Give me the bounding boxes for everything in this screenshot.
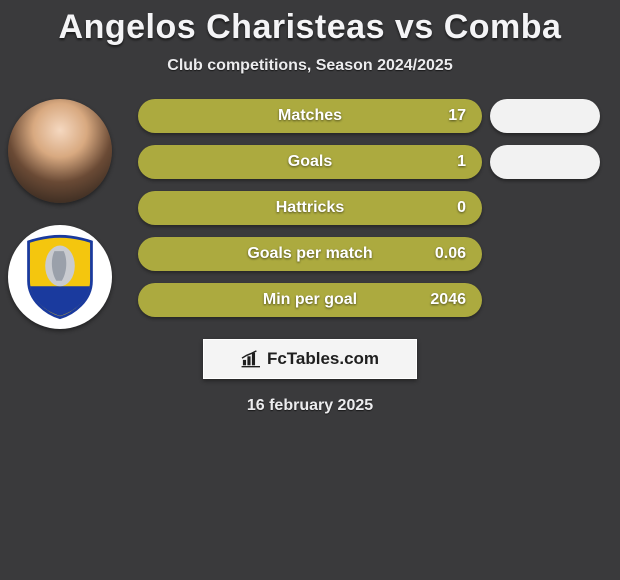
stat-value: 1 xyxy=(457,145,466,179)
stat-row-min-per-goal: Min per goal 2046 xyxy=(138,283,482,317)
club-shield-icon xyxy=(23,234,97,320)
bar-chart-icon xyxy=(241,350,261,368)
stat-row-matches: Matches 17 xyxy=(138,99,482,133)
stat-label: Hattricks xyxy=(138,199,482,217)
stat-value: 0 xyxy=(457,191,466,225)
stat-bar: Goals 1 xyxy=(138,145,482,179)
page-subtitle: Club competitions, Season 2024/2025 xyxy=(0,57,620,75)
stat-bar: Goals per match 0.06 xyxy=(138,237,482,271)
stat-row-hattricks: Hattricks 0 xyxy=(138,191,482,225)
page-title: Angelos Charisteas vs Comba xyxy=(0,8,620,47)
footer-date: 16 february 2025 xyxy=(0,397,620,415)
stats-bars: Matches 17 Goals 1 Hattricks 0 Goal xyxy=(138,99,482,317)
brand-badge[interactable]: FcTables.com xyxy=(203,339,417,379)
club-badge xyxy=(8,225,112,329)
stat-row-goals: Goals 1 xyxy=(138,145,482,179)
stat-label: Goals xyxy=(138,153,482,171)
comparison-pill xyxy=(490,99,600,133)
stat-value: 2046 xyxy=(430,283,466,317)
comparison-pill xyxy=(490,145,600,179)
stat-row-goals-per-match: Goals per match 0.06 xyxy=(138,237,482,271)
stat-label: Matches xyxy=(138,107,482,125)
stat-value: 0.06 xyxy=(435,237,466,271)
stat-bar: Matches 17 xyxy=(138,99,482,133)
stat-bar: Hattricks 0 xyxy=(138,191,482,225)
stat-value: 17 xyxy=(448,99,466,133)
stat-bar: Min per goal 2046 xyxy=(138,283,482,317)
stat-label: Goals per match xyxy=(138,245,482,263)
brand-text: FcTables.com xyxy=(267,349,379,369)
player-avatar xyxy=(8,99,112,203)
